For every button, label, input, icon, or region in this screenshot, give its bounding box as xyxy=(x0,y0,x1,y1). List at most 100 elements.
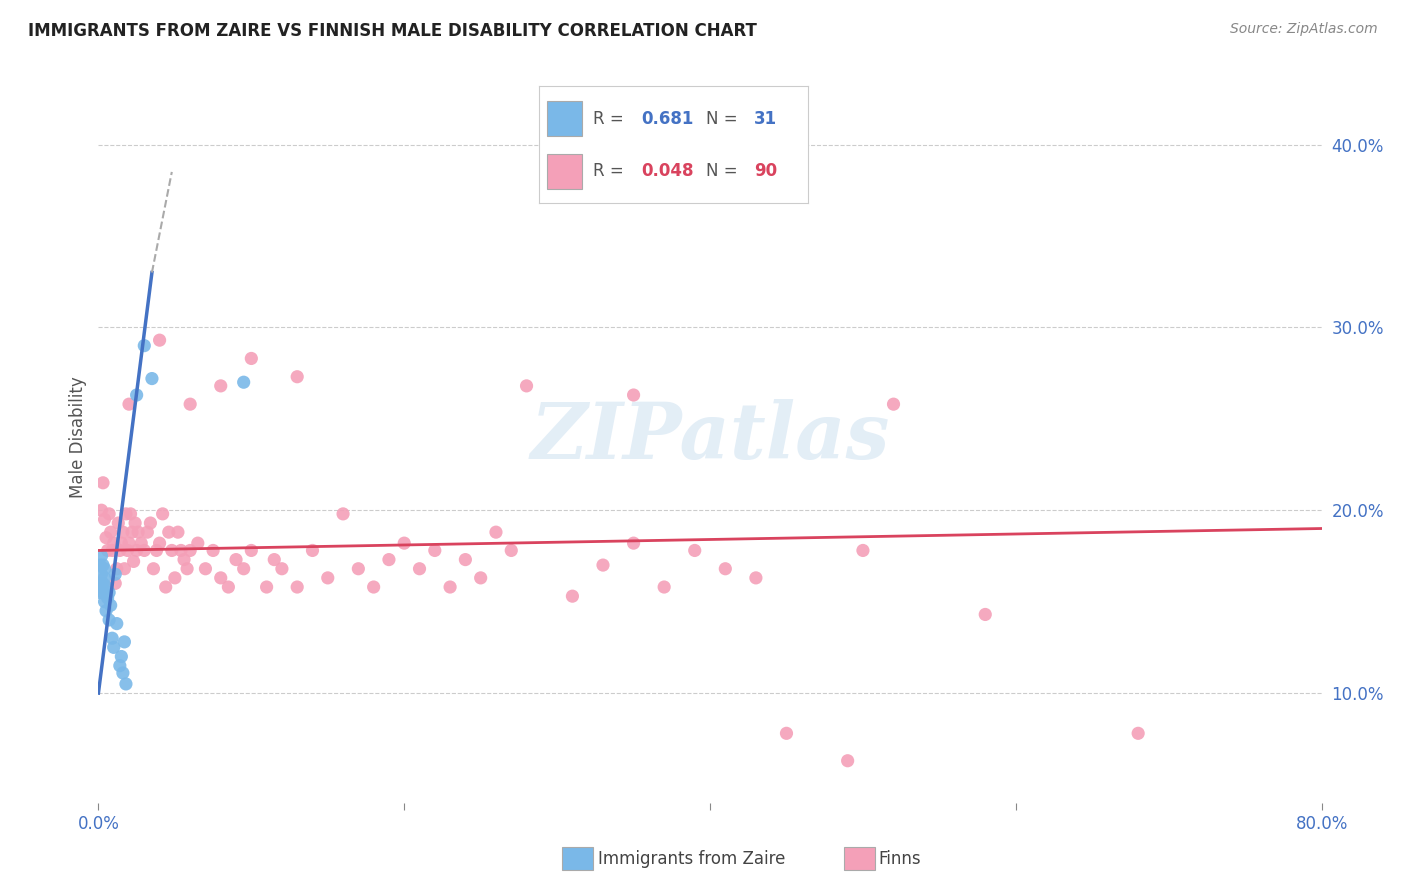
Point xyxy=(516,379,538,393)
Point xyxy=(100,599,122,613)
Point xyxy=(225,552,247,566)
Point xyxy=(883,397,905,411)
Point xyxy=(117,543,139,558)
Point xyxy=(217,580,239,594)
Point xyxy=(152,507,174,521)
Point xyxy=(775,726,797,740)
Text: IMMIGRANTS FROM ZAIRE VS FINNISH MALE DISABILITY CORRELATION CHART: IMMIGRANTS FROM ZAIRE VS FINNISH MALE DI… xyxy=(28,22,756,40)
Point xyxy=(470,571,492,585)
Point xyxy=(285,369,308,384)
Point xyxy=(592,558,614,573)
Point xyxy=(173,552,195,566)
Point xyxy=(90,549,112,563)
Point xyxy=(124,516,146,530)
Point xyxy=(110,649,132,664)
Point xyxy=(127,525,149,540)
Point xyxy=(122,554,145,568)
Point xyxy=(745,571,768,585)
Point xyxy=(125,543,148,558)
Point xyxy=(232,375,254,389)
Point xyxy=(90,580,112,594)
Point xyxy=(91,576,114,591)
Point xyxy=(89,585,111,599)
Point xyxy=(974,607,997,622)
Point xyxy=(347,562,370,576)
Point xyxy=(97,543,120,558)
Point xyxy=(136,525,159,540)
Point xyxy=(118,397,141,411)
Point xyxy=(149,536,172,550)
Point xyxy=(363,580,385,594)
Point xyxy=(89,558,111,573)
Point xyxy=(134,338,156,352)
Point xyxy=(149,333,172,347)
Point xyxy=(439,580,461,594)
Point xyxy=(93,512,115,526)
Point xyxy=(683,543,706,558)
Point xyxy=(112,562,135,576)
Point xyxy=(108,543,131,558)
Point xyxy=(561,589,583,603)
Point xyxy=(100,525,122,540)
Y-axis label: Male Disability: Male Disability xyxy=(69,376,87,498)
Point xyxy=(852,543,875,558)
Text: Source: ZipAtlas.com: Source: ZipAtlas.com xyxy=(1230,22,1378,37)
Point xyxy=(98,613,121,627)
Point xyxy=(139,516,162,530)
Point xyxy=(837,754,859,768)
Point xyxy=(714,562,737,576)
Point xyxy=(111,525,134,540)
Point xyxy=(316,571,339,585)
Point xyxy=(652,580,675,594)
Point xyxy=(94,531,117,545)
Point xyxy=(93,594,115,608)
Point xyxy=(623,536,645,550)
Point xyxy=(285,580,308,594)
Point xyxy=(125,388,148,402)
Point xyxy=(202,543,225,558)
Point xyxy=(179,543,201,558)
Point xyxy=(179,397,201,411)
Point xyxy=(91,475,114,490)
Point xyxy=(90,567,112,582)
Point xyxy=(107,516,129,530)
Point xyxy=(485,525,508,540)
Point xyxy=(170,543,193,558)
Point xyxy=(142,562,165,576)
Point xyxy=(423,543,446,558)
Point xyxy=(454,552,477,566)
Point xyxy=(101,543,124,558)
Point xyxy=(115,677,138,691)
Point xyxy=(98,585,121,599)
Point xyxy=(623,388,645,402)
Point xyxy=(263,552,285,566)
Point xyxy=(118,536,141,550)
Point xyxy=(240,543,263,558)
Point xyxy=(378,552,401,566)
Point xyxy=(90,503,112,517)
Point xyxy=(115,507,138,521)
Point xyxy=(408,562,430,576)
Point xyxy=(89,576,111,591)
Point xyxy=(1128,726,1150,740)
Point xyxy=(93,562,115,576)
Point xyxy=(157,525,180,540)
Point xyxy=(145,543,167,558)
Point xyxy=(332,507,354,521)
Point xyxy=(105,616,128,631)
Point xyxy=(270,562,292,576)
Point xyxy=(101,632,124,646)
Point xyxy=(112,635,135,649)
Point xyxy=(98,507,121,521)
Point xyxy=(129,536,152,550)
Point xyxy=(94,580,117,594)
Point xyxy=(501,543,523,558)
Point xyxy=(392,536,416,550)
Point xyxy=(94,604,117,618)
Point xyxy=(176,562,198,576)
Point xyxy=(187,536,209,550)
Point xyxy=(91,585,114,599)
Point xyxy=(108,658,131,673)
Point xyxy=(120,507,142,521)
Point xyxy=(256,580,278,594)
